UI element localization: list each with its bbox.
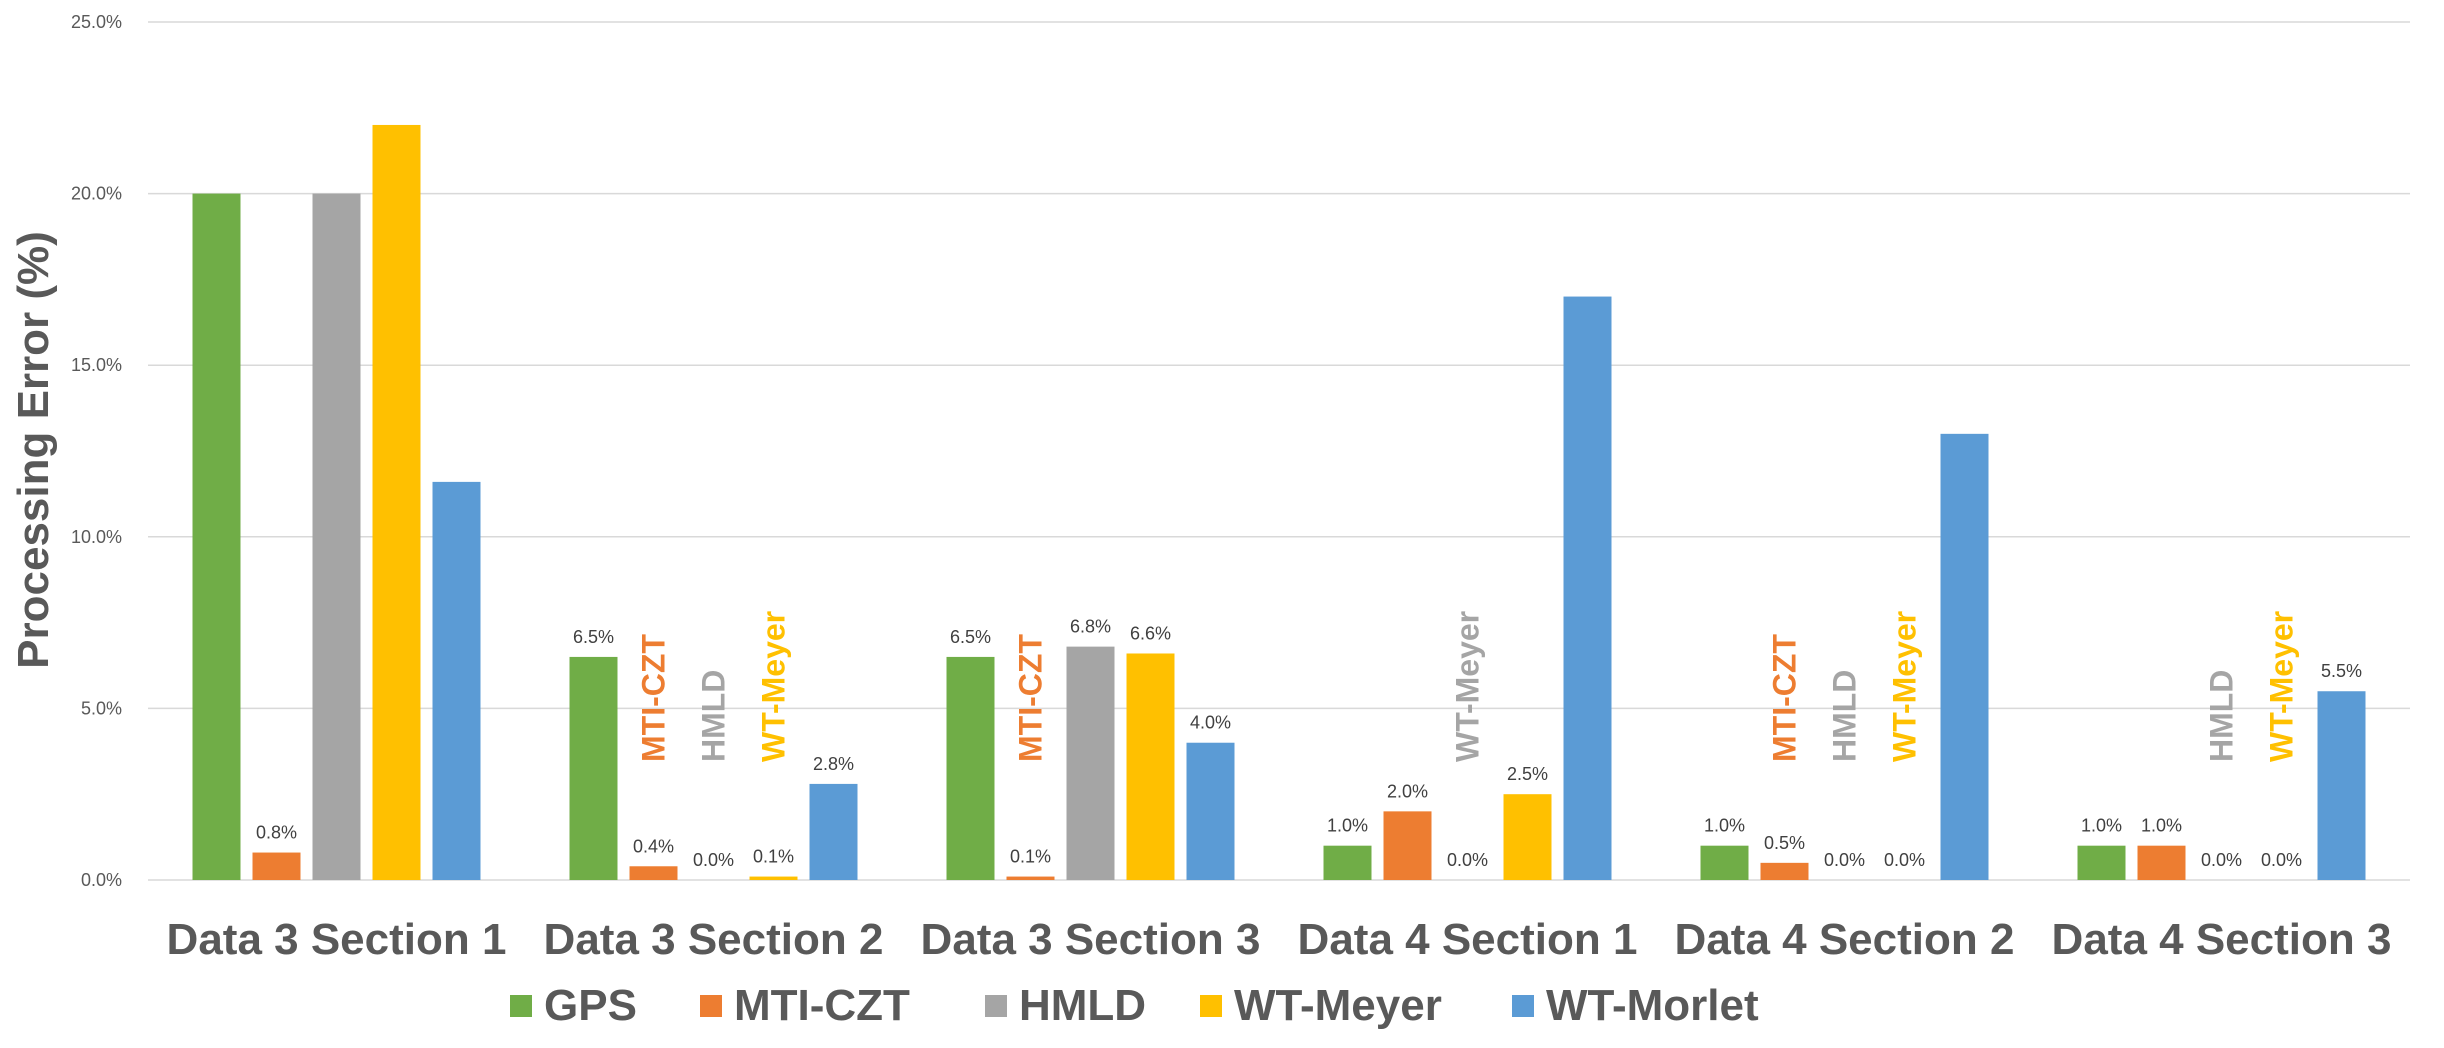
bar-mti-czt-0 [252, 852, 301, 880]
bar-hmld-2 [1066, 646, 1115, 880]
data-label: 0.8% [256, 823, 297, 843]
data-label: 0.0% [2261, 850, 2302, 870]
bar-hmld-0 [312, 193, 361, 881]
in-plot-label-mti-czt: MTI-CZT [636, 634, 672, 762]
data-label: 1.0% [2081, 816, 2122, 836]
bar-mti-czt-1 [629, 866, 678, 880]
data-label: 2.0% [1387, 781, 1428, 801]
gridlines [148, 21, 2410, 881]
y-tick-label: 10.0% [71, 527, 122, 547]
bar-gps-2 [946, 656, 995, 880]
y-tick-label: 25.0% [71, 12, 122, 32]
data-label: 4.0% [1190, 713, 1231, 733]
bar-gps-4 [1700, 845, 1749, 880]
data-label: 6.5% [950, 627, 991, 647]
in-plot-label-hmld: WT-Meyer [1450, 611, 1486, 762]
legend-swatch-hmld [985, 995, 1007, 1017]
legend-swatch-gps [510, 995, 532, 1017]
bar-wt-meyer-3 [1503, 794, 1552, 880]
legend-swatch-mti-czt [700, 995, 722, 1017]
y-tick-label: 20.0% [71, 184, 122, 204]
data-label: 0.1% [753, 847, 794, 867]
data-label: 0.1% [1010, 847, 1051, 867]
in-plot-label-wt-meyer: WT-Meyer [756, 611, 792, 762]
legend-label: WT-Meyer [1234, 981, 1442, 1030]
x-category-label: Data 4 Section 2 [1675, 915, 2015, 964]
legend-label: GPS [544, 981, 637, 1030]
bar-mti-czt-3 [1383, 811, 1432, 880]
legend-swatch-wt-morlet [1512, 995, 1534, 1017]
in-plot-label-wt-meyer: WT-Meyer [2264, 611, 2300, 762]
y-tick-label: 0.0% [81, 870, 122, 890]
legend-swatch-wt-meyer [1200, 995, 1222, 1017]
bar-gps-0 [192, 193, 241, 881]
data-label: 0.0% [1884, 850, 1925, 870]
bar-wt-meyer-0 [372, 124, 421, 880]
bar-wt-morlet-3 [1563, 296, 1612, 880]
bar-wt-morlet-0 [432, 481, 481, 880]
in-plot-label-hmld: HMLD [2204, 670, 2240, 762]
data-label: 0.0% [2201, 850, 2242, 870]
legend-label: WT-Morlet [1546, 981, 1759, 1030]
in-plot-label-mti-czt: MTI-CZT [1767, 634, 1803, 762]
y-tick-label: 15.0% [71, 355, 122, 375]
bar-mti-czt-2 [1006, 876, 1055, 880]
bar-wt-meyer-1 [749, 876, 798, 880]
in-plot-label-hmld: HMLD [696, 670, 732, 762]
x-category-label: Data 3 Section 3 [921, 915, 1261, 964]
y-tick-label: 5.0% [81, 698, 122, 718]
data-label: 6.8% [1070, 617, 1111, 637]
x-category-label: Data 3 Section 1 [167, 915, 507, 964]
data-label: 0.0% [693, 850, 734, 870]
legend-label: HMLD [1019, 981, 1146, 1030]
x-category-label: Data 4 Section 3 [2052, 915, 2392, 964]
y-axis-label: Processing Error (%) [9, 231, 58, 669]
bar-mti-czt-5 [2137, 845, 2186, 880]
data-label: 1.0% [1704, 816, 1745, 836]
x-category-label: Data 4 Section 1 [1298, 915, 1638, 964]
in-plot-series-labels: MTI-CZT HMLD WT-Meyer MTI-CZT WT-Meyer MTI-CZ… [636, 611, 2300, 762]
in-plot-label-wt-meyer: WT-Meyer [1887, 611, 1923, 762]
data-label: 6.5% [573, 627, 614, 647]
bar-wt-morlet-2 [1186, 742, 1235, 880]
y-axis-ticks: 0.0% 5.0% 10.0% 15.0% 20.0% 25.0% [71, 12, 122, 890]
data-labels: 6.5% 6.5% 1.0% 1.0% 1.0% 0.8% 0.4% 0.1% 2.0% 0.5%… [256, 617, 2362, 870]
bar-gps-1 [569, 656, 618, 880]
x-axis-categories: Data 3 Section 1 Data 3 Section 2 Data 3 S… [167, 915, 2392, 964]
data-label: 1.0% [2141, 816, 2182, 836]
data-label: 1.0% [1327, 816, 1368, 836]
data-label: 0.0% [1824, 850, 1865, 870]
legend: GPS MTI-CZT HMLD WT-Meyer WT-Morlet [510, 981, 1759, 1030]
bar-wt-morlet-5 [2317, 691, 2366, 880]
bars [192, 124, 2366, 881]
bar-wt-meyer-2 [1126, 653, 1175, 880]
data-label: 0.4% [633, 836, 674, 856]
data-label: 2.5% [1507, 764, 1548, 784]
bar-gps-5 [2077, 845, 2126, 880]
legend-label: MTI-CZT [734, 981, 910, 1030]
in-plot-label-mti-czt: MTI-CZT [1013, 634, 1049, 762]
data-label: 6.6% [1130, 623, 1171, 643]
bar-gps-3 [1323, 845, 1372, 880]
data-label: 2.8% [813, 754, 854, 774]
x-category-label: Data 3 Section 2 [544, 915, 884, 964]
data-label: 0.5% [1764, 833, 1805, 853]
data-label: 0.0% [1447, 850, 1488, 870]
bar-wt-morlet-4 [1940, 433, 1989, 880]
data-label: 5.5% [2321, 661, 2362, 681]
bar-wt-morlet-1 [809, 783, 858, 880]
bar-mti-czt-4 [1760, 862, 1809, 880]
in-plot-label-hmld: HMLD [1827, 670, 1863, 762]
